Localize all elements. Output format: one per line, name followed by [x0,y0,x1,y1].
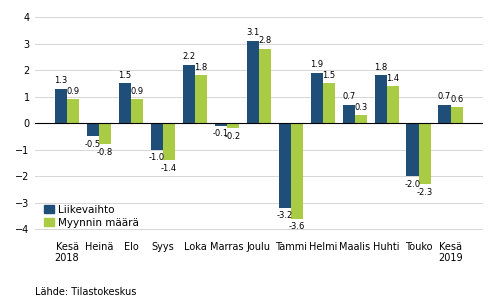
Bar [311,73,323,123]
Bar [375,75,387,123]
Text: 1.8: 1.8 [194,63,208,72]
Bar [195,75,207,123]
Text: -0.2: -0.2 [225,132,241,141]
Text: -0.5: -0.5 [85,140,101,149]
Text: 1.3: 1.3 [54,76,68,85]
Bar [151,123,163,150]
Bar [387,86,399,123]
Bar [163,123,175,160]
Text: -2.0: -2.0 [404,180,421,188]
Text: 1.5: 1.5 [322,71,335,80]
Bar [354,115,367,123]
Bar [279,123,291,208]
Text: 1.9: 1.9 [310,60,323,69]
Bar [438,105,451,123]
Bar [215,123,227,126]
Bar [183,65,195,123]
Text: 0.7: 0.7 [438,92,451,101]
Bar [99,123,111,144]
Bar [343,105,354,123]
Text: -2.3: -2.3 [417,188,433,197]
Bar [87,123,99,136]
Text: -0.8: -0.8 [97,148,113,157]
Text: -3.6: -3.6 [289,222,305,231]
Text: 0.6: 0.6 [450,95,463,104]
Bar [407,123,419,176]
Text: -1.4: -1.4 [161,164,177,173]
Bar [259,49,271,123]
Bar [323,83,335,123]
Bar [291,123,303,219]
Legend: Liikevaihto, Myynnin määrä: Liikevaihto, Myynnin määrä [40,200,143,232]
Bar [55,89,67,123]
Bar [67,99,79,123]
Text: 1.5: 1.5 [118,71,132,80]
Text: 0.7: 0.7 [342,92,355,101]
Text: 1.4: 1.4 [386,74,399,83]
Bar [246,41,259,123]
Text: 0.3: 0.3 [354,103,367,112]
Text: 0.9: 0.9 [67,87,80,96]
Text: -1.0: -1.0 [149,153,165,162]
Bar [451,107,463,123]
Text: 0.9: 0.9 [131,87,143,96]
Text: 2.2: 2.2 [182,52,195,61]
Bar [419,123,431,184]
Bar [227,123,239,128]
Text: 3.1: 3.1 [246,29,259,37]
Bar [119,83,131,123]
Text: -0.1: -0.1 [212,129,229,138]
Text: -3.2: -3.2 [277,211,293,220]
Text: Lähde: Tilastokeskus: Lähde: Tilastokeskus [35,287,136,297]
Text: 1.8: 1.8 [374,63,387,72]
Text: 2.8: 2.8 [258,36,272,45]
Bar [131,99,143,123]
